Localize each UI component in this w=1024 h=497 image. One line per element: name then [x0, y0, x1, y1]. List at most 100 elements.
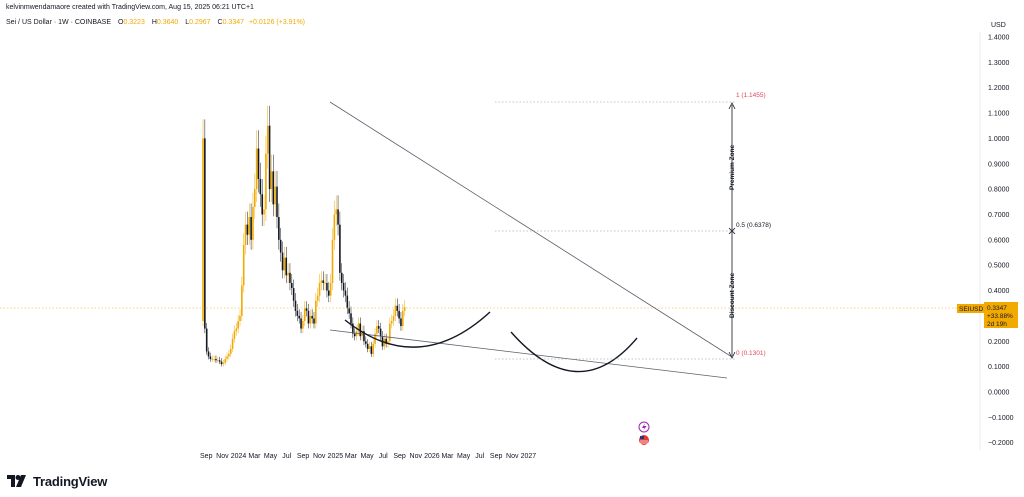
candle-body — [316, 295, 319, 301]
candle-body — [278, 217, 280, 240]
ticker-tag-box — [957, 304, 984, 313]
y-tick-label: 0.0000 — [988, 390, 1010, 397]
x-tick-label: Nov — [506, 453, 519, 460]
descending-resistance-line — [329, 101, 733, 358]
tradingview-logo[interactable]: TradingView — [7, 473, 107, 489]
x-axis: Sep Nov 2024 Mar May Jul Sep Nov 2025 Mar May Jul Se… — [200, 453, 536, 460]
candle-body — [257, 148, 260, 179]
candle-body — [353, 333, 356, 337]
close-value: 0.3347 — [222, 19, 245, 26]
y-tick-label: 1.0000 — [988, 136, 1010, 143]
discount-zone-label: Discount Zone — [729, 272, 736, 318]
premium-zone-label: Premium Zone — [729, 144, 736, 190]
candle-body — [268, 125, 271, 190]
candle-body — [318, 282, 321, 296]
low-value: 0.2967 — [189, 19, 211, 26]
open-value: 0.3223 — [123, 19, 145, 26]
x-tick-label: May — [457, 453, 471, 460]
candle-body — [285, 257, 288, 276]
price-tag-price: 0.3347 — [987, 305, 1007, 312]
x-tick-label: 2026 — [424, 453, 440, 460]
candle-body — [309, 315, 312, 324]
price-chart[interactable]: USD −0.2000−0.10000.00000.10000.20000.30… — [0, 0, 1024, 470]
candle-body — [339, 224, 341, 273]
candle-body — [231, 338, 234, 349]
event-markers[interactable] — [638, 421, 650, 445]
candle-body — [342, 282, 345, 291]
chart-attribution: kelvinmwendamaore created with TradingVi… — [6, 4, 254, 11]
candle-body — [205, 328, 208, 352]
candle-body — [402, 310, 404, 327]
lightning-icon — [642, 423, 647, 431]
high-label: H — [151, 19, 157, 26]
x-tick-label: Sep — [490, 453, 503, 460]
measure-arrow-bottom — [728, 351, 736, 359]
candle-body — [287, 272, 289, 276]
candle-body — [376, 326, 378, 334]
x-tick-label: Nov — [216, 453, 229, 460]
candlestick-series — [202, 105, 406, 367]
candle-body — [331, 239, 334, 283]
y-tick-label: 1.1000 — [988, 111, 1010, 118]
currency-label: USD — [991, 22, 1006, 29]
price-tag: SEIUSD 0.3347 +33.88% 2d 19h — [957, 302, 1018, 328]
candle-body — [298, 315, 300, 319]
lower-support-line — [329, 329, 728, 379]
candle-body — [217, 360, 219, 362]
candle-body — [390, 320, 393, 324]
candle-body — [398, 310, 400, 319]
candle-body — [400, 318, 402, 327]
candle-body — [254, 189, 256, 207]
candle-body — [303, 308, 306, 321]
ticker-tag-text: SEIUSD — [959, 306, 984, 313]
candle-body — [237, 320, 239, 329]
candle-body — [389, 323, 391, 342]
candle-body — [246, 224, 249, 235]
right-rounded-bottom-arc — [510, 331, 638, 373]
x-tick-label: May — [360, 453, 374, 460]
candle-body — [355, 331, 358, 337]
candle-body — [211, 359, 214, 360]
x-tick-label: Jul — [282, 453, 291, 460]
x-tick-label: Mar — [441, 453, 454, 460]
candle-body — [313, 318, 315, 324]
y-tick-label: 0.4000 — [988, 288, 1010, 295]
y-tick-label: 0.5000 — [988, 263, 1010, 270]
left-rounded-bottom-arc — [344, 311, 491, 348]
y-tick-label: 1.2000 — [988, 85, 1010, 92]
measure-midpoint-cross — [728, 227, 736, 235]
candle-body — [328, 290, 330, 296]
y-tick-label: −0.2000 — [988, 440, 1014, 447]
candle-body — [368, 346, 371, 349]
candle-body — [379, 328, 382, 337]
candle-body — [239, 315, 241, 321]
candle-body — [222, 362, 225, 365]
candle-body — [202, 138, 204, 321]
y-axis: −0.2000−0.10000.00000.10000.20000.30000.… — [988, 34, 1014, 447]
candle-body — [326, 282, 328, 291]
price-tag-box — [984, 302, 1018, 328]
y-tick-label: 0.7000 — [988, 212, 1010, 219]
candle-body — [340, 272, 343, 283]
candle-body — [281, 252, 284, 271]
candle-body — [226, 356, 228, 360]
candle-body — [228, 353, 230, 357]
x-tick-label: Sep — [297, 453, 310, 460]
open-label: O — [117, 19, 124, 26]
candle-body — [235, 328, 238, 332]
x-tick-label: Mar — [345, 453, 358, 460]
candle-body — [394, 305, 397, 316]
candle-body — [365, 341, 367, 344]
candle-body — [276, 186, 278, 218]
candle-body — [311, 315, 313, 319]
drawing-overlays: 1 (1.1455) 0.5 (0.6378) 0 (0.1301) Premi… — [0, 92, 980, 379]
candle-body — [244, 224, 247, 245]
y-tick-label: 0.9000 — [988, 161, 1010, 168]
x-tick-label: Nov — [410, 453, 423, 460]
price-tag-countdown: 2d 19h — [987, 321, 1007, 328]
candle-body — [370, 346, 373, 354]
fib-label-0: 0 (0.1301) — [736, 350, 766, 357]
candle-body — [377, 326, 380, 329]
fib-label-1: 1 (1.1455) — [736, 92, 766, 99]
candle-body — [320, 280, 323, 283]
